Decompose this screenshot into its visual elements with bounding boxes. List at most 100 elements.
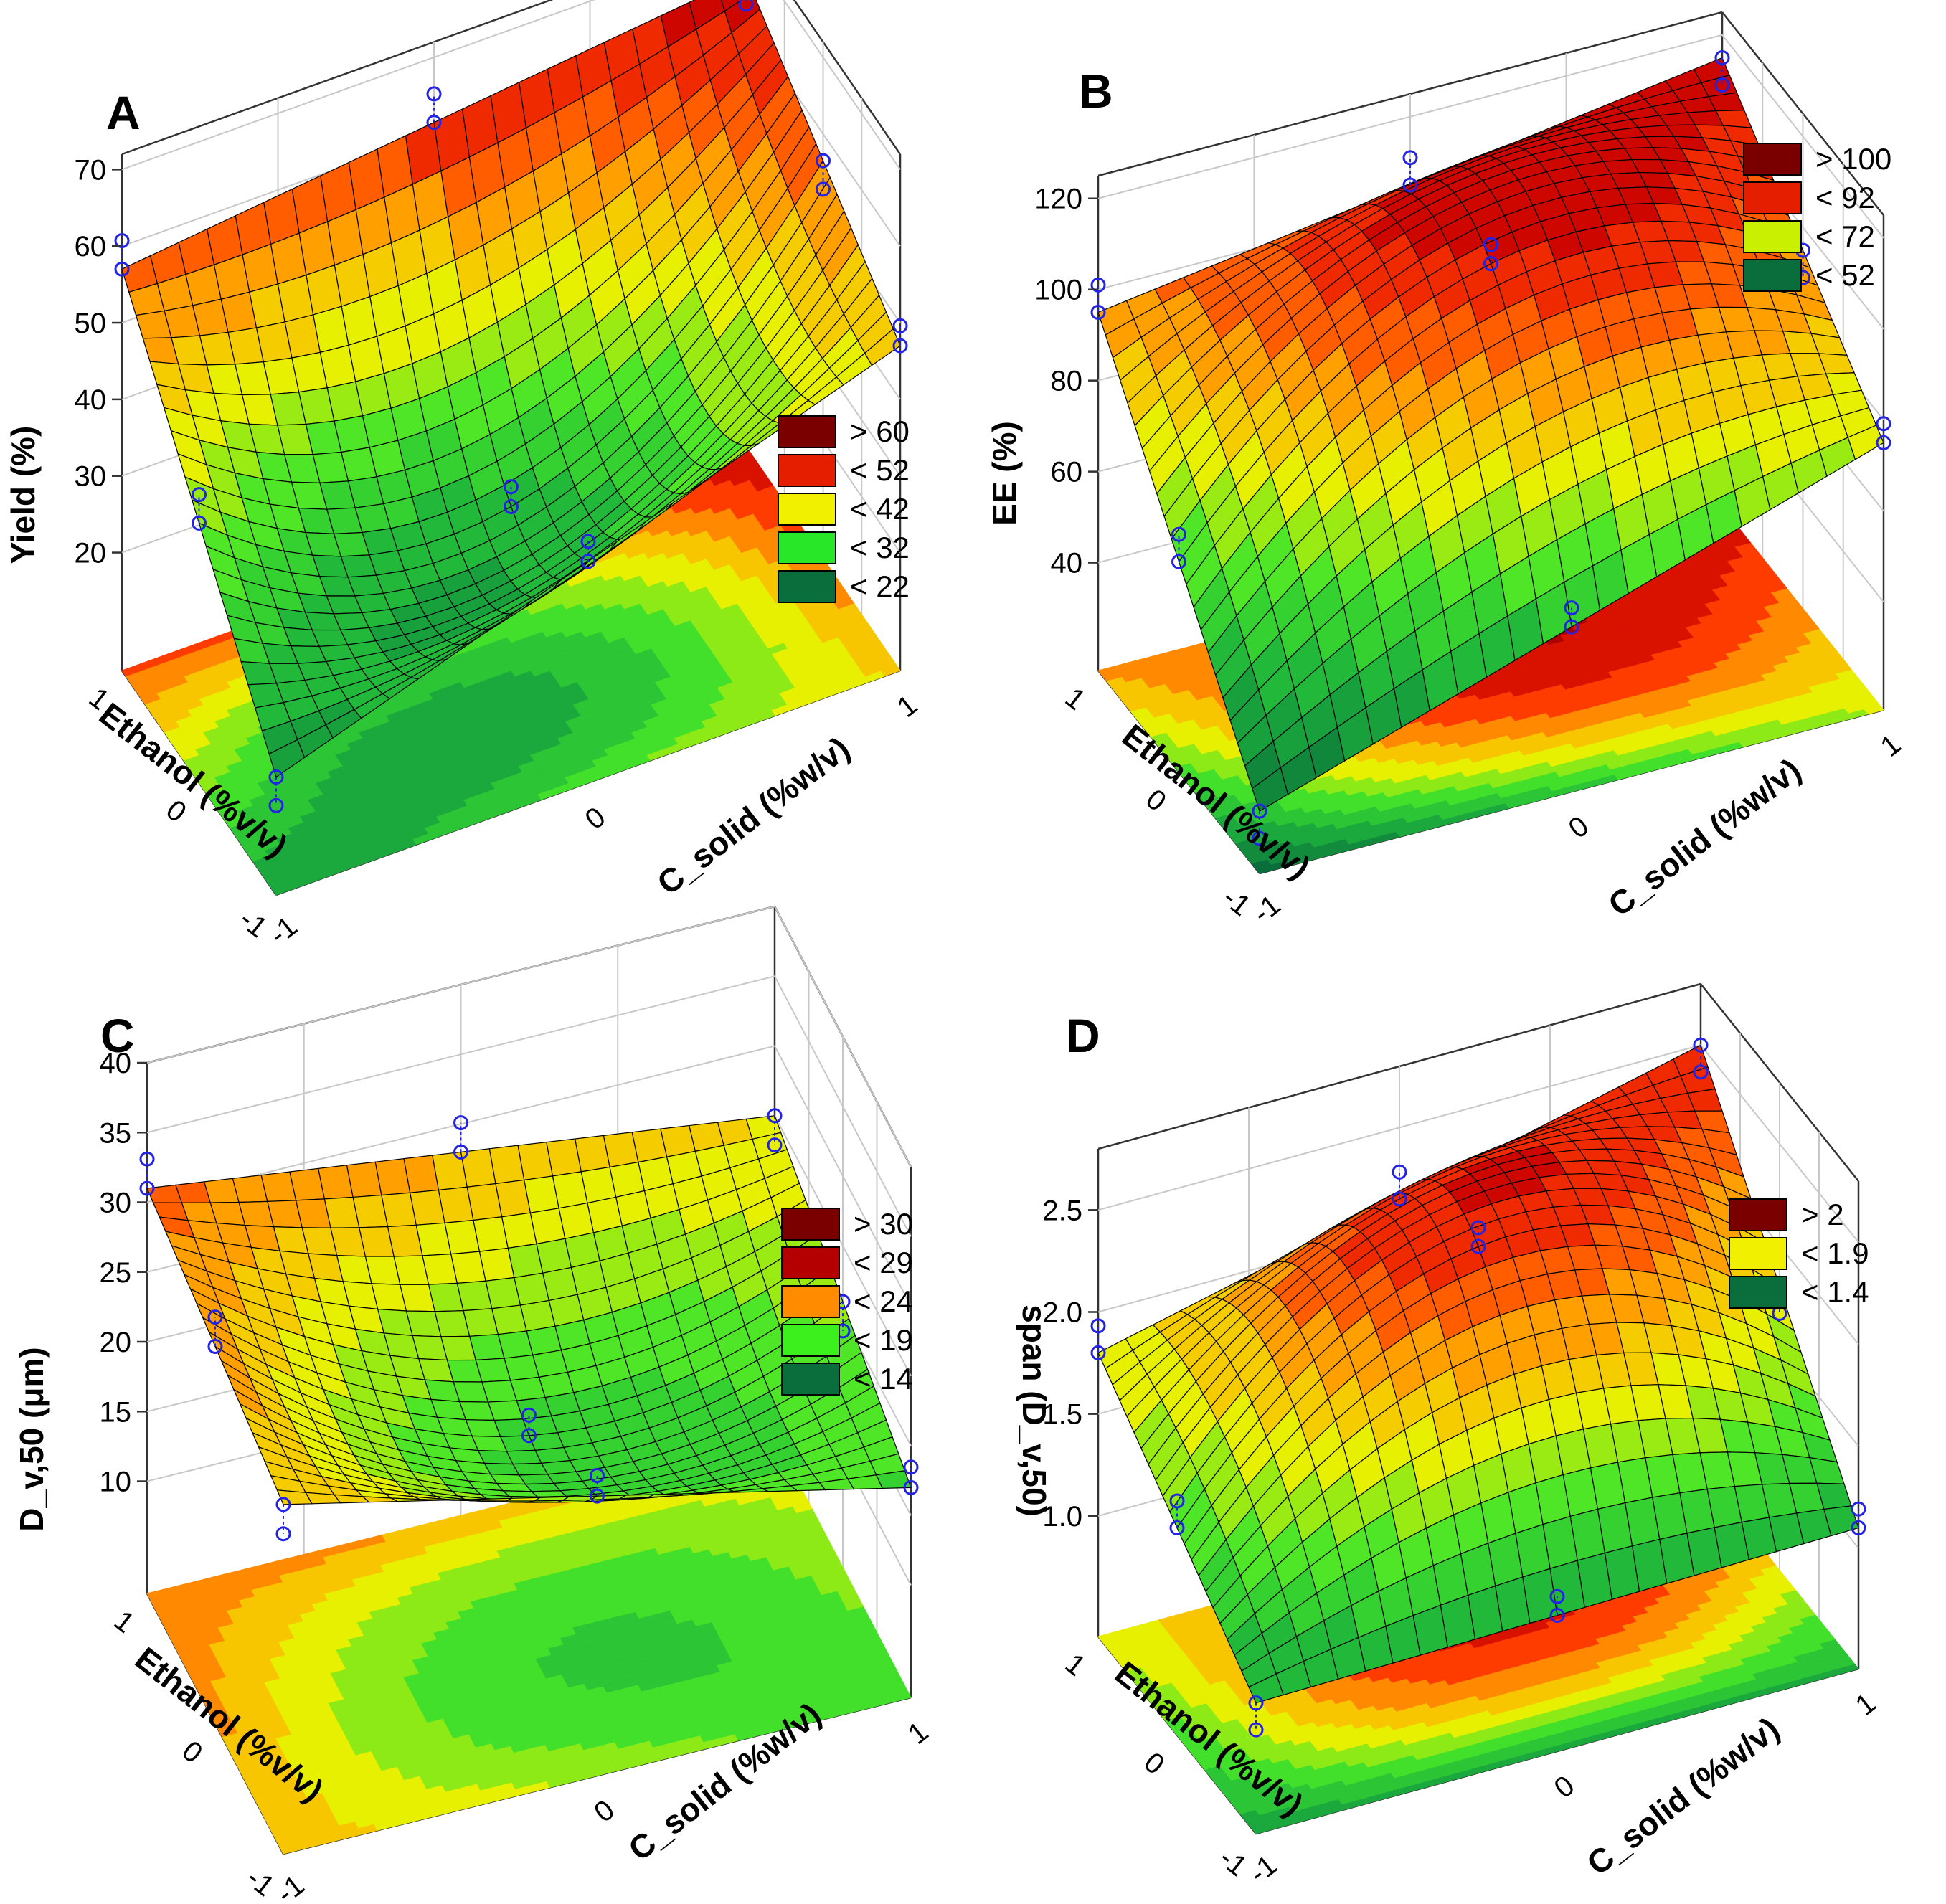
predicted-point — [1714, 49, 1730, 65]
z-ticks-b: 40 60 80 100 120 — [1034, 184, 1098, 579]
legend-label: < 92 — [1815, 181, 1875, 214]
legend-swatch — [1743, 181, 1802, 214]
predicted-point — [114, 261, 130, 277]
observed-point — [1564, 600, 1579, 616]
legend-label: < 22 — [850, 569, 910, 603]
legend-swatch — [1743, 143, 1802, 176]
predicted-point — [426, 115, 442, 131]
legend-swatch — [778, 531, 836, 564]
observed-point — [1714, 77, 1730, 93]
legend-label: > 60 — [850, 415, 910, 448]
x-tick-label: 1 — [1875, 729, 1907, 763]
observed-point — [738, 0, 754, 12]
observed-point — [892, 318, 908, 333]
observed-point — [1402, 150, 1418, 166]
legend-swatch — [778, 454, 836, 487]
grid-line — [121, 0, 901, 171]
observed-point — [114, 233, 130, 249]
z-tick-label: 70 — [75, 154, 107, 186]
legend-label: < 52 — [1815, 258, 1875, 292]
z-tick-label: 20 — [75, 538, 107, 569]
x-tick-label: 1 — [892, 689, 924, 724]
observed-point — [192, 487, 207, 503]
y-tick-label: -1 — [1217, 881, 1256, 922]
grid-line — [1097, 34, 1884, 239]
grid-line — [146, 905, 912, 1167]
surface-b — [1097, 57, 1884, 812]
predicted-point — [504, 498, 519, 514]
z-tick-label: 120 — [1034, 184, 1082, 215]
legend-swatch — [778, 415, 836, 448]
legend-label: < 52 — [850, 453, 910, 487]
predicted-point — [1171, 554, 1186, 569]
y-tick-label: -1 — [233, 903, 273, 944]
surface-cell — [268, 739, 306, 778]
grid-line — [146, 1045, 912, 1307]
legend-a: > 60 < 52 < 42 < 32 < 22 — [778, 415, 910, 603]
predicted-point — [1252, 803, 1267, 819]
predicted-point — [1090, 304, 1106, 320]
legend-swatch — [1743, 259, 1802, 292]
surface-cell — [1252, 767, 1289, 812]
observed-point — [1252, 830, 1267, 846]
panel-letter-c: C — [100, 1009, 135, 1062]
panel-a: A 20 30 40 50 60 70 -1 0 1 -1 0 1 Yield (%) Ethano… — [0, 0, 973, 952]
observed-point — [1171, 526, 1186, 542]
z-tick-label: 60 — [1051, 457, 1083, 488]
z-tick-label: 60 — [75, 231, 107, 262]
x-tick-label: 0 — [580, 801, 612, 835]
legend-label: < 32 — [850, 531, 910, 564]
z-tick-label: 100 — [1034, 275, 1082, 306]
contour-floor-c — [146, 1436, 912, 1855]
observed-point — [1876, 416, 1891, 432]
xy-ticks-b: -101-101 — [1059, 682, 1907, 929]
z-tick-label: 80 — [1051, 366, 1083, 397]
panel-letter-a: A — [106, 86, 141, 139]
panel-b: B 40 60 80 100 120 -1 0 1 -1 0 1 EE (%) Ethanol (… — [973, 0, 1945, 952]
panel-letter-b: B — [1079, 65, 1113, 118]
z-tick-label: 50 — [75, 308, 107, 339]
grid-line — [146, 975, 912, 1237]
y-tick-label: 1 — [1059, 682, 1092, 716]
legend-swatch — [778, 570, 836, 603]
predicted-point — [1564, 619, 1579, 635]
predicted-point — [192, 515, 207, 531]
panel-c: C 10 15 20 25 30 35 40 -1 0 1 -1 0 1 D_v,50 (μm) Et… — [0, 905, 973, 1904]
z-tick-label: 40 — [75, 384, 107, 416]
legend-swatch — [778, 493, 836, 526]
observed-point — [1090, 277, 1106, 293]
z-tick-label: 40 — [1051, 548, 1083, 579]
observed-point — [504, 479, 519, 495]
z-axis-title-a: Yield (%) — [4, 426, 42, 564]
legend-b: > 100 < 92 < 72 < 52 — [1743, 142, 1891, 292]
x-tick-label: 0 — [1563, 810, 1595, 845]
observed-point — [426, 86, 442, 102]
observed-point — [268, 797, 284, 813]
legend-swatch — [1743, 220, 1802, 253]
z-ticks-a: 20 30 40 50 60 70 — [75, 154, 122, 569]
y-tick-label: 0 — [1140, 783, 1172, 818]
predicted-point — [1402, 177, 1418, 193]
predicted-point — [1876, 435, 1891, 450]
observed-point — [580, 534, 596, 549]
x-axis-title-a: C_solid (%w/v) — [650, 729, 856, 902]
z-axis-title-b: EE (%) — [986, 421, 1023, 526]
z-tick-label: 30 — [75, 461, 107, 493]
predicted-point — [816, 153, 831, 169]
surface-cell — [720, 0, 742, 12]
observed-point — [816, 181, 831, 197]
y-tick-label: 0 — [160, 794, 192, 828]
legend-label: < 42 — [850, 492, 910, 526]
predicted-point — [892, 338, 908, 354]
legend-label: < 72 — [1815, 219, 1875, 253]
surface-a — [121, 0, 901, 778]
legend-label: > 100 — [1815, 142, 1891, 176]
observed-point — [1483, 237, 1498, 252]
observations-a — [114, 0, 908, 813]
predicted-point — [268, 769, 284, 785]
predicted-point — [580, 554, 596, 569]
predicted-point — [1483, 256, 1498, 272]
